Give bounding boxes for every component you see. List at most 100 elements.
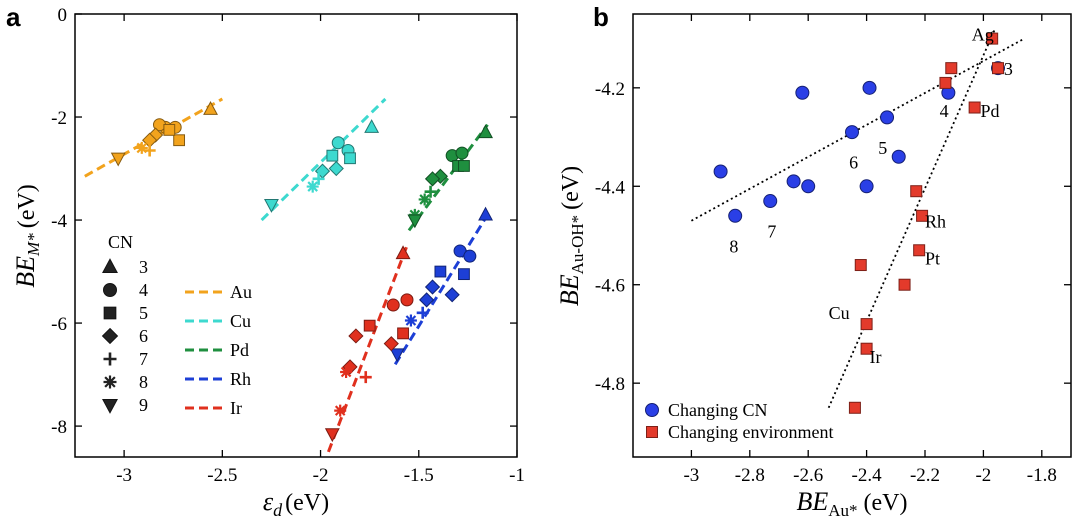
point-rh-circle xyxy=(463,249,477,263)
point-changing-environment xyxy=(860,318,873,331)
panel-a-ticks: -3 -2.5 -2 -1.5 -1 0 -2 -4 -6 -8 xyxy=(51,5,525,486)
cn-legend-marker-diamond xyxy=(101,327,119,345)
point-ir-circle xyxy=(386,298,400,312)
point-rh-square xyxy=(458,268,470,281)
point-rh-triangle-down xyxy=(389,348,405,363)
panel-b-x-tick-label: -2.2 xyxy=(910,465,940,486)
annotation-label: 4 xyxy=(940,101,949,121)
panel-b-x-tick-label: -3 xyxy=(683,465,699,486)
cn-legend-label: 7 xyxy=(139,349,148,369)
legend-marker-changing-environment xyxy=(646,426,658,438)
point-changing-environment xyxy=(968,101,981,114)
point-changing-cn xyxy=(845,125,859,140)
annotation-label: 3 xyxy=(1004,59,1013,79)
point-changing-environment xyxy=(898,278,911,291)
panel-b-x-tick-label: -2.8 xyxy=(735,465,765,486)
cn-legend-title: CN xyxy=(108,232,133,252)
point-au-asterisk xyxy=(135,141,148,154)
panel-b-annotations: Ag 3 4 Pd 56 8 7 Rh Pt Cu Ir xyxy=(729,25,1012,367)
annotation-label: 8 xyxy=(729,236,738,256)
cn-legend-marker-circle xyxy=(103,283,117,297)
panel-b-fit-lines xyxy=(690,28,1025,409)
point-ir-circle xyxy=(400,293,414,307)
cn-legend-label: 5 xyxy=(139,303,148,323)
point-cu-square xyxy=(344,152,356,165)
panel-a-points xyxy=(110,101,494,443)
point-au-triangle-up xyxy=(203,101,218,115)
point-changing-cn xyxy=(880,110,895,125)
point-pd-asterisk xyxy=(418,193,431,206)
panel-b-x-tick-label: -2 xyxy=(975,465,991,486)
point-changing-environment xyxy=(854,259,867,272)
annotation-label: Pd xyxy=(980,101,999,121)
panel-a-x-tick-label: -3 xyxy=(116,465,132,486)
annotation-label: 6 xyxy=(849,153,858,173)
panel-b-points xyxy=(713,32,1005,414)
cn-legend-marker-square xyxy=(103,306,117,320)
panel-a-chart: -3 -2.5 -2 -1.5 -1 0 -2 -4 -6 -8 CN 3 4 5 6 7 8 9 Au Cu Pd… xyxy=(11,5,525,520)
panel-b-y-tick-label: -4.2 xyxy=(595,79,625,100)
annotation-label: Rh xyxy=(925,212,946,232)
panel-b-x-axis-label: BEAu* (eV) xyxy=(796,487,907,520)
panel-b-y-tick-label: -4.8 xyxy=(595,374,625,395)
point-changing-cn xyxy=(786,174,801,189)
annotation-label: Ag xyxy=(972,25,994,45)
panel-a-y-tick-label: -8 xyxy=(51,417,67,438)
point-changing-environment xyxy=(939,76,952,89)
point-ir-square xyxy=(363,319,376,332)
annotation-label: Ir xyxy=(870,347,882,367)
point-pd-diamond xyxy=(432,168,448,184)
point-changing-environment xyxy=(916,209,929,222)
point-changing-environment xyxy=(848,401,861,414)
point-au-triangle-down xyxy=(110,152,126,167)
panel-a-y-tick-label: -2 xyxy=(51,108,67,129)
point-ir-triangle-up xyxy=(395,245,411,260)
legend-label-rh: Rh xyxy=(230,369,251,389)
point-pd-triangle-down xyxy=(407,214,423,229)
fit-line-changing-environment xyxy=(827,28,996,409)
panel-label-b: b xyxy=(593,2,609,32)
point-rh-plus xyxy=(416,306,429,319)
panel-label-a: a xyxy=(6,2,21,32)
point-cu-diamond xyxy=(328,160,344,177)
panel-a-y-axis-label: BEM*(eV) xyxy=(11,184,43,287)
panel-a-x-tick-label: -1.5 xyxy=(404,465,434,486)
panel-a-y-tick-label: -6 xyxy=(51,314,67,335)
point-ir-square xyxy=(397,327,409,340)
point-changing-environment xyxy=(910,185,923,198)
point-pd-plus xyxy=(424,185,437,198)
fit-line-ir xyxy=(327,245,409,453)
point-pd-circle xyxy=(455,146,469,160)
panel-a-x-tick-label: -1 xyxy=(509,465,525,486)
point-cu-triangle-up xyxy=(364,119,380,133)
point-au-diamond xyxy=(147,127,164,143)
point-changing-cn xyxy=(763,194,778,209)
point-pd-triangle-up xyxy=(478,124,494,139)
point-changing-cn xyxy=(713,164,728,179)
point-au-square xyxy=(173,134,186,147)
point-pd-square xyxy=(458,160,470,172)
point-changing-cn xyxy=(891,149,906,164)
point-changing-cn xyxy=(801,179,816,194)
point-changing-cn xyxy=(862,80,877,95)
legend-label-ir: Ir xyxy=(230,398,242,418)
point-ir-plus xyxy=(359,371,372,384)
panel-a-cn-legend: CN 3 4 5 6 7 8 9 xyxy=(101,232,148,415)
point-rh-diamond xyxy=(444,287,460,303)
legend-label-cu: Cu xyxy=(230,311,251,331)
panel-a-series-legend: Au Cu Pd Rh Ir xyxy=(185,282,252,418)
legend-marker-changing-cn xyxy=(645,403,659,417)
point-ir-asterisk xyxy=(334,404,347,417)
panel-b-x-tick-label: -1.8 xyxy=(1027,465,1057,486)
panel-b-x-tick-label: -2.6 xyxy=(793,465,823,486)
point-rh-square xyxy=(434,265,447,278)
point-changing-environment xyxy=(992,62,1004,75)
panel-b-y-axis-label: BEAu-OH*(eV) xyxy=(555,166,587,306)
panel-b-plot-frame xyxy=(632,13,1072,458)
point-changing-environment xyxy=(913,244,926,257)
legend-label-pd: Pd xyxy=(230,340,249,360)
point-rh-triangle-up xyxy=(478,206,494,221)
point-changing-cn xyxy=(859,179,874,194)
